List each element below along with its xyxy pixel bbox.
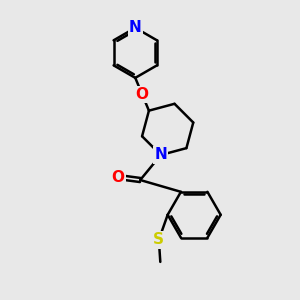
Text: O: O <box>136 87 148 102</box>
Text: S: S <box>153 232 164 247</box>
Text: N: N <box>154 148 167 163</box>
Text: O: O <box>112 169 124 184</box>
Text: N: N <box>129 20 142 35</box>
